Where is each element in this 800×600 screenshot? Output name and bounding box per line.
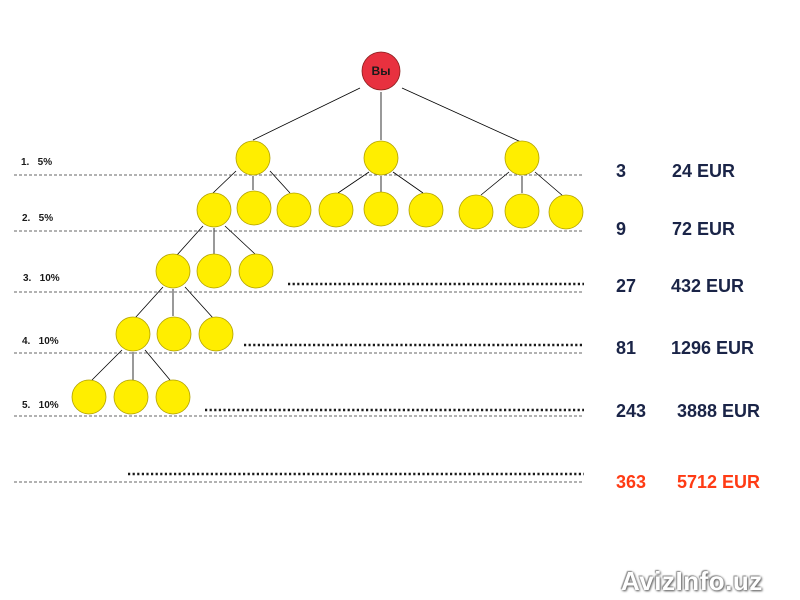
level-5-count: 243	[616, 401, 647, 421]
member-node	[276, 192, 312, 228]
level-1-amount: 24 EUR	[672, 161, 736, 181]
level-4-amount: 1296 EUR	[671, 338, 755, 358]
member-node	[504, 140, 540, 176]
member-node	[318, 192, 354, 228]
continuation-dot-lines	[128, 282, 584, 476]
member-node	[198, 316, 234, 352]
tree-connectors	[91, 87, 564, 381]
level-3-amount: 432 EUR	[671, 276, 745, 296]
member-node	[196, 192, 232, 228]
level-4-label: 4. 10%	[22, 336, 59, 347]
member-node	[458, 194, 494, 230]
level-2-label: 2. 5%	[22, 213, 53, 224]
member-node	[504, 193, 540, 229]
total-count: 363	[616, 472, 647, 492]
member-node	[115, 316, 151, 352]
member-node	[155, 379, 191, 415]
level-1-count: 3	[616, 161, 627, 181]
root-node: Вы	[361, 51, 401, 91]
member-node	[156, 316, 192, 352]
level-5-amount: 3888 EUR	[677, 401, 761, 421]
level-5-label: 5. 10%	[22, 400, 59, 411]
member-node	[236, 190, 272, 226]
total-amount: 5712 EUR	[677, 472, 761, 492]
member-node	[113, 379, 149, 415]
level-3-label: 3. 10%	[23, 273, 60, 284]
member-node	[363, 191, 399, 227]
member-node	[155, 253, 191, 289]
level-1-label: 1. 5%	[21, 157, 52, 168]
member-node	[548, 194, 584, 230]
member-node	[363, 140, 399, 176]
level-3-count: 27	[616, 276, 637, 296]
member-node	[235, 140, 271, 176]
level-2-count: 9	[616, 219, 627, 239]
member-node	[71, 379, 107, 415]
site-watermark: AvizInfo.uz	[621, 566, 763, 596]
member-node	[238, 253, 274, 289]
level-4-count: 81	[616, 338, 637, 358]
member-node	[408, 192, 444, 228]
level-separator-lines	[14, 174, 584, 483]
level-2-amount: 72 EUR	[672, 219, 736, 239]
member-node	[196, 253, 232, 289]
root-node-label: Вы	[372, 64, 391, 78]
